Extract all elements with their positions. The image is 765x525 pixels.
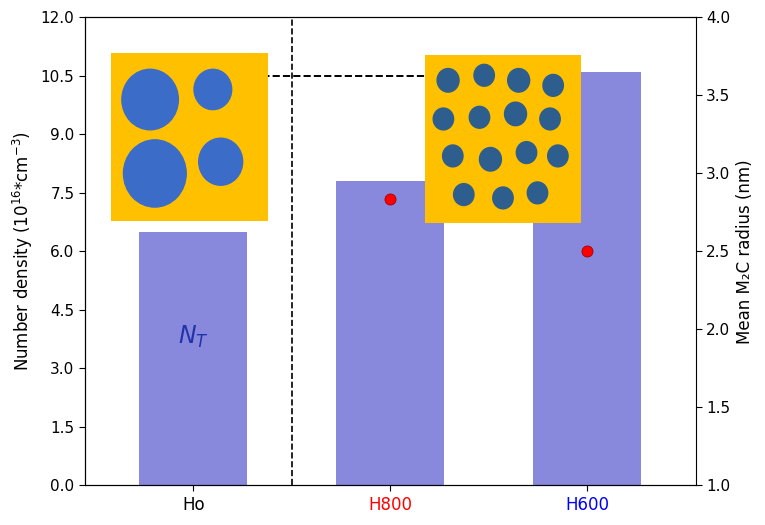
Circle shape <box>194 69 232 110</box>
Circle shape <box>433 108 454 130</box>
Text: $N_T$: $N_T$ <box>178 324 209 350</box>
Bar <box>533 72 642 486</box>
Circle shape <box>548 145 568 167</box>
Circle shape <box>122 69 178 130</box>
Circle shape <box>493 187 513 209</box>
Circle shape <box>469 107 490 128</box>
Circle shape <box>527 182 548 204</box>
Circle shape <box>543 75 563 96</box>
Circle shape <box>437 69 459 92</box>
Circle shape <box>199 138 243 185</box>
Circle shape <box>516 142 537 163</box>
Bar <box>139 232 247 486</box>
Circle shape <box>474 65 494 86</box>
Y-axis label: Number density (10$^{16}$*cm$^{-3}$): Number density (10$^{16}$*cm$^{-3}$) <box>11 131 35 371</box>
Circle shape <box>540 108 560 130</box>
Bar <box>336 181 444 486</box>
Text: $<\bar{R}_N>$: $<\bar{R}_N>$ <box>115 142 174 165</box>
Circle shape <box>443 145 463 167</box>
Circle shape <box>123 140 186 207</box>
Circle shape <box>454 184 474 205</box>
Circle shape <box>508 69 529 92</box>
Y-axis label: Mean M₂C radius (nm): Mean M₂C radius (nm) <box>736 159 754 343</box>
Circle shape <box>480 148 501 171</box>
Circle shape <box>505 102 526 125</box>
